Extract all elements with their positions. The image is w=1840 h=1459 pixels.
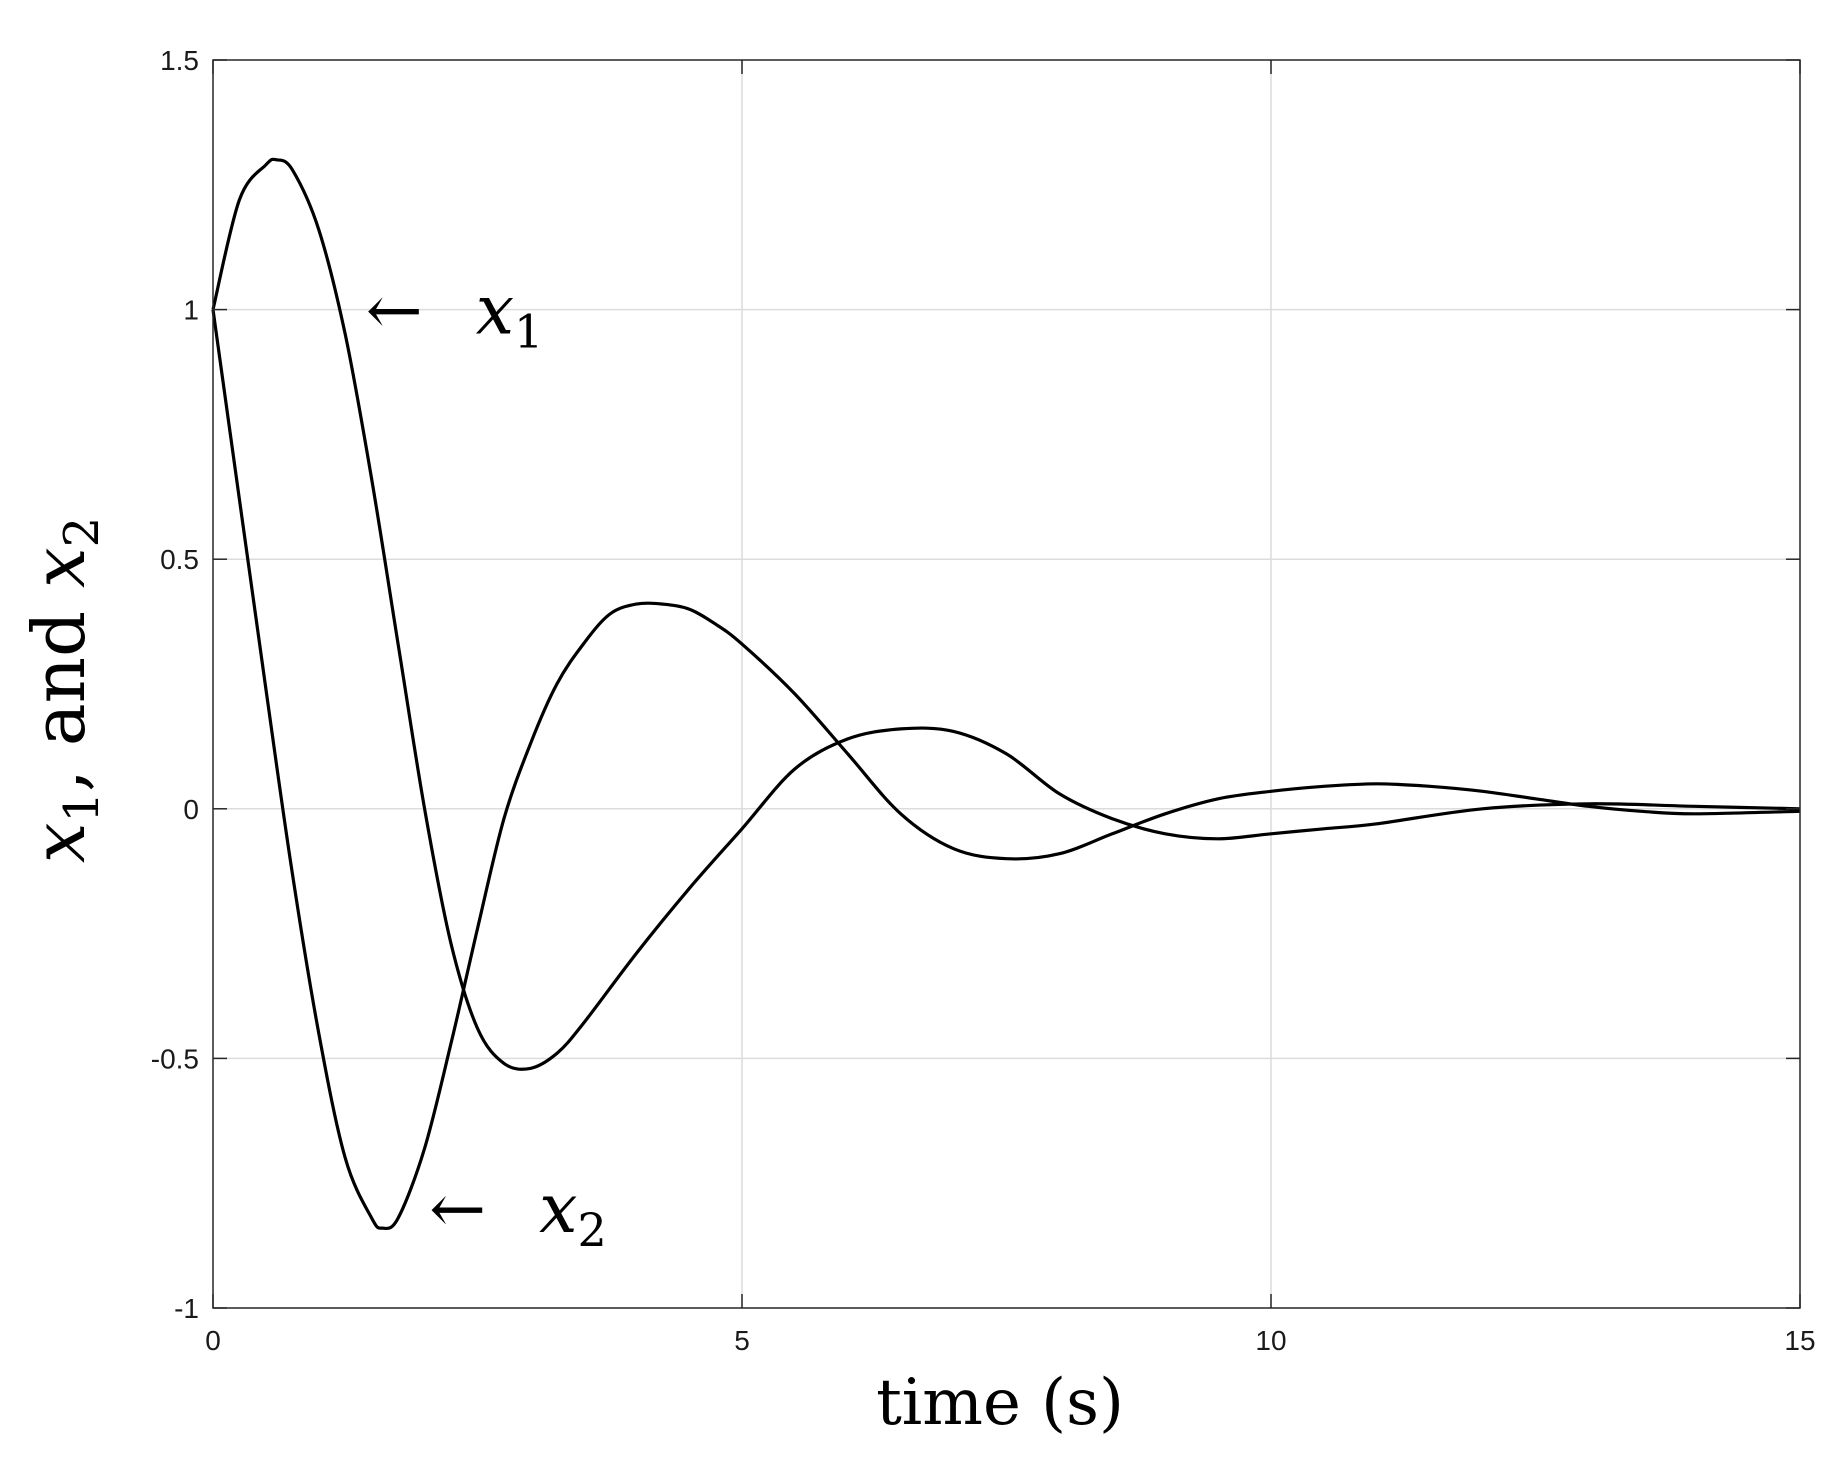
annotation-label: x2 (539, 1170, 607, 1257)
y-tick-label: 0.5 (160, 544, 199, 575)
y-axis-label: x1, and x2 (17, 517, 110, 863)
ticks: 0 5 10 15 -1 -0.5 0 0.5 1 1.5 (151, 45, 1816, 1356)
grid (213, 60, 1800, 1308)
plot-frame (212, 59, 1801, 1309)
y-label-sub1: 1 (54, 792, 110, 823)
y-label-var2: x (17, 547, 101, 588)
x-tick-label: 0 (205, 1325, 221, 1356)
series-line-2 (211, 309, 1801, 1231)
series-group (211, 157, 1801, 1231)
y-tick-label: 0 (183, 794, 199, 825)
x-tick-label: 10 (1255, 1325, 1286, 1356)
series-line-1 (211, 157, 1801, 1071)
annotations: ← x1← x2 (366, 272, 607, 1258)
annotation-x1: ← x1 (366, 272, 544, 359)
annotation-var: x (539, 1170, 577, 1249)
x-tick-label: 15 (1784, 1325, 1815, 1356)
annotation-subscript: 1 (514, 305, 543, 359)
y-tick-label: -0.5 (151, 1043, 199, 1074)
y-tick-label: 1 (183, 295, 199, 326)
y-label-sub2: 2 (54, 517, 110, 548)
x-tick-label: 5 (734, 1325, 750, 1356)
y-tick-label: 1.5 (160, 45, 199, 76)
annotation-var: x (476, 272, 514, 351)
y-tick-label: -1 (174, 1293, 199, 1324)
y-label-mid: , and (17, 588, 101, 792)
x-axis-label: time (s) (876, 1366, 1124, 1440)
annotation-arrow: ← (429, 1170, 486, 1249)
annotation-x2: ← x2 (429, 1170, 607, 1257)
annotation-subscript: 2 (578, 1203, 607, 1257)
annotation-label: x1 (476, 272, 544, 359)
annotation-arrow: ← (366, 272, 423, 351)
y-label-var1: x (17, 823, 101, 864)
